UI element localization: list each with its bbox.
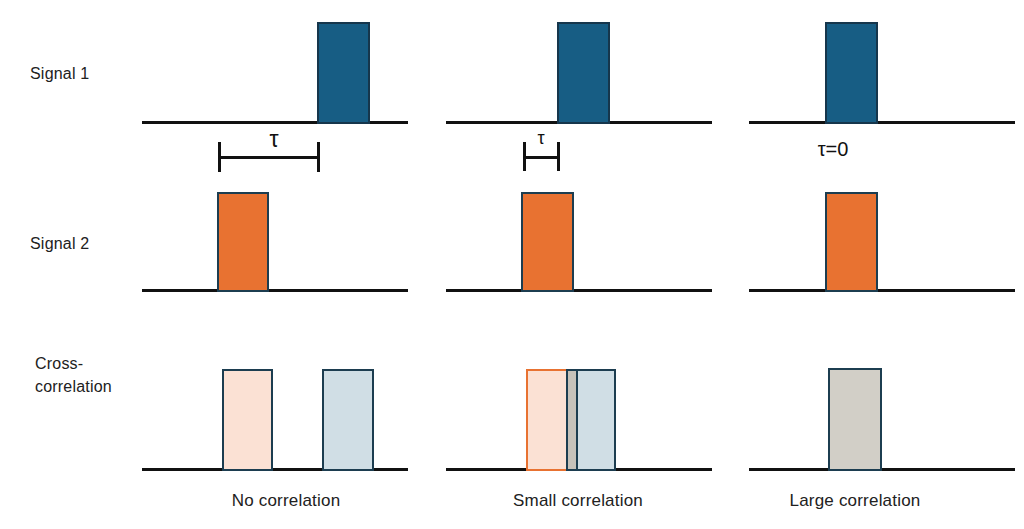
xcorr-overlap-bar-small-correlation	[566, 369, 578, 471]
row-label-cross-correlation-line2: correlation	[35, 375, 112, 398]
row-label-signal-1: Signal 1	[30, 62, 89, 85]
xcorr-overlap-bar-large-correlation	[828, 368, 882, 471]
tau-label-small-correlation: τ	[491, 128, 591, 149]
tau-bracket-no-correlation-line	[218, 156, 320, 159]
signal-baseline	[749, 121, 1015, 124]
cross-correlation-diagram: Signal 1 Signal 2 Cross- correlation τ τ…	[0, 0, 1024, 529]
caption-large-correlation: Large correlation	[745, 491, 965, 511]
tau-bracket-no-correlation-left-tick	[218, 142, 221, 172]
signal-baseline	[142, 289, 408, 292]
signal1-pulse-large-correlation	[825, 22, 878, 124]
tau-zero-label-large-correlation: τ=0	[783, 138, 883, 161]
signal2-pulse-large-correlation	[825, 192, 878, 292]
row-label-cross-correlation: Cross- correlation	[35, 352, 112, 398]
caption-no-correlation: No correlation	[176, 491, 396, 511]
signal-baseline	[749, 289, 1015, 292]
signal2-pulse-no-correlation	[217, 192, 269, 292]
xcorr-signal2-bar-no-correlation	[222, 369, 273, 471]
xcorr-signal1-bar-no-correlation	[322, 369, 374, 471]
signal2-pulse-small-correlation	[521, 192, 574, 292]
signal-baseline	[446, 289, 712, 292]
row-label-signal-2: Signal 2	[30, 232, 89, 255]
row-label-cross-correlation-line1: Cross-	[35, 352, 112, 375]
tau-bracket-small-correlation-line	[523, 156, 560, 159]
caption-small-correlation: Small correlation	[468, 491, 688, 511]
signal1-pulse-no-correlation	[317, 22, 370, 124]
tau-label-no-correlation: τ	[224, 126, 324, 153]
signal1-pulse-small-correlation	[557, 22, 610, 124]
signal-baseline	[749, 468, 1015, 471]
